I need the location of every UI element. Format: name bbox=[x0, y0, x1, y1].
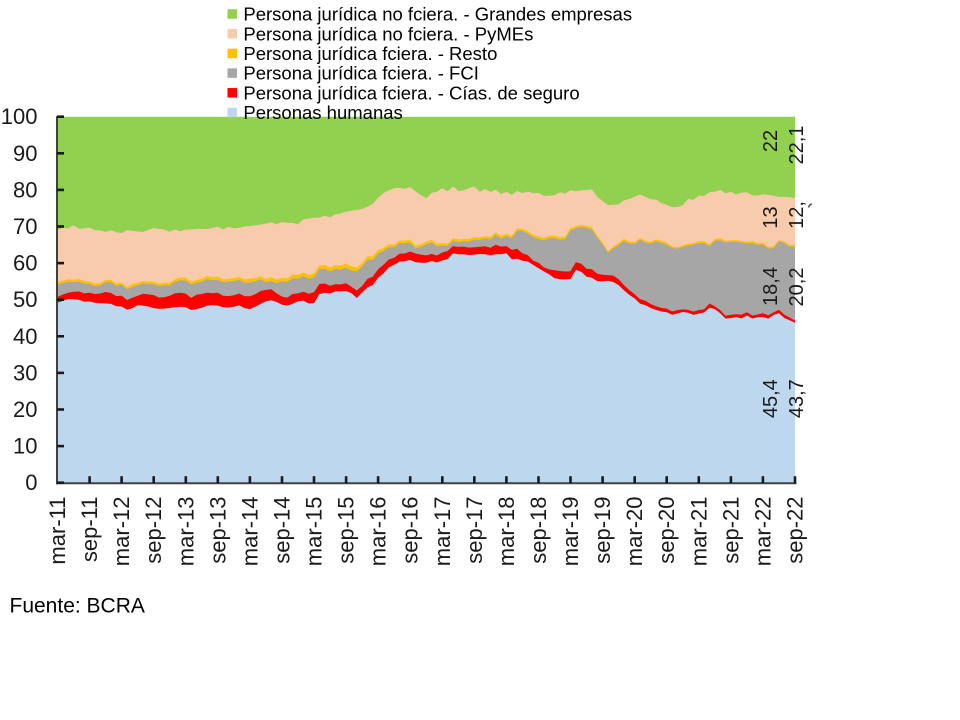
svg-text:Fuente: BCRA: Fuente: BCRA bbox=[10, 595, 145, 618]
svg-text:sep-22: sep-22 bbox=[783, 497, 808, 564]
svg-text:13: 13 bbox=[760, 206, 782, 228]
svg-text:Persona jurídica no fciera. -: Persona jurídica no fciera. - PyMEs bbox=[243, 23, 533, 44]
svg-text:mar-12: mar-12 bbox=[109, 497, 134, 567]
svg-text:Personas humanas: Personas humanas bbox=[243, 102, 402, 123]
svg-text:mar-21: mar-21 bbox=[686, 497, 711, 567]
svg-text:0: 0 bbox=[25, 470, 37, 495]
svg-text:mar-18: mar-18 bbox=[494, 497, 519, 567]
svg-text:sep-11: sep-11 bbox=[77, 497, 102, 563]
svg-text:60: 60 bbox=[13, 251, 37, 276]
svg-text:mar-15: mar-15 bbox=[302, 497, 327, 567]
svg-text:Persona jurídica fciera. - Res: Persona jurídica fciera. - Resto bbox=[243, 43, 497, 64]
svg-text:sep-19: sep-19 bbox=[590, 497, 615, 564]
svg-text:sep-15: sep-15 bbox=[334, 497, 359, 564]
svg-text:mar-14: mar-14 bbox=[237, 497, 262, 567]
svg-text:sep-18: sep-18 bbox=[526, 497, 551, 564]
svg-text:40: 40 bbox=[13, 324, 37, 349]
svg-text:20,2: 20,2 bbox=[786, 268, 808, 307]
svg-text:Persona jurídica fciera. - FCI: Persona jurídica fciera. - FCI bbox=[243, 63, 478, 84]
svg-text:80: 80 bbox=[13, 177, 37, 202]
svg-text:mar-17: mar-17 bbox=[430, 497, 455, 567]
svg-text:sep-14: sep-14 bbox=[270, 497, 295, 564]
svg-text:22,1: 22,1 bbox=[786, 126, 808, 165]
svg-text:sep-13: sep-13 bbox=[205, 497, 230, 564]
svg-text:sep-17: sep-17 bbox=[462, 497, 487, 564]
svg-text:sep-20: sep-20 bbox=[654, 497, 679, 564]
svg-text:43,7: 43,7 bbox=[786, 379, 808, 418]
svg-text:Persona jurídica fciera. - Cía: Persona jurídica fciera. - Cías. de segu… bbox=[243, 82, 579, 103]
svg-text:100: 100 bbox=[1, 104, 38, 129]
svg-text:sep-16: sep-16 bbox=[398, 497, 423, 564]
svg-text:50: 50 bbox=[13, 287, 37, 312]
svg-text:mar-16: mar-16 bbox=[366, 497, 391, 567]
svg-text:70: 70 bbox=[13, 214, 37, 239]
svg-text:12,: 12, bbox=[786, 201, 808, 229]
svg-text:18,4: 18,4 bbox=[760, 267, 782, 306]
svg-text:20: 20 bbox=[13, 397, 37, 422]
svg-text:10: 10 bbox=[13, 434, 37, 459]
svg-text:45,4: 45,4 bbox=[760, 379, 782, 418]
svg-text:30: 30 bbox=[13, 360, 37, 385]
svg-text:mar-19: mar-19 bbox=[558, 497, 583, 567]
svg-text:sep-12: sep-12 bbox=[141, 497, 166, 564]
svg-text:mar-22: mar-22 bbox=[750, 497, 775, 567]
svg-text:90: 90 bbox=[13, 141, 37, 166]
svg-text:mar-13: mar-13 bbox=[173, 497, 198, 567]
svg-text:Persona jurídica no fciera. -: Persona jurídica no fciera. - Grandes em… bbox=[243, 4, 632, 25]
svg-text:mar-11: mar-11 bbox=[45, 497, 70, 565]
svg-text:sep-21: sep-21 bbox=[718, 497, 743, 564]
svg-text:22: 22 bbox=[760, 130, 782, 152]
svg-text:mar-20: mar-20 bbox=[622, 497, 647, 567]
